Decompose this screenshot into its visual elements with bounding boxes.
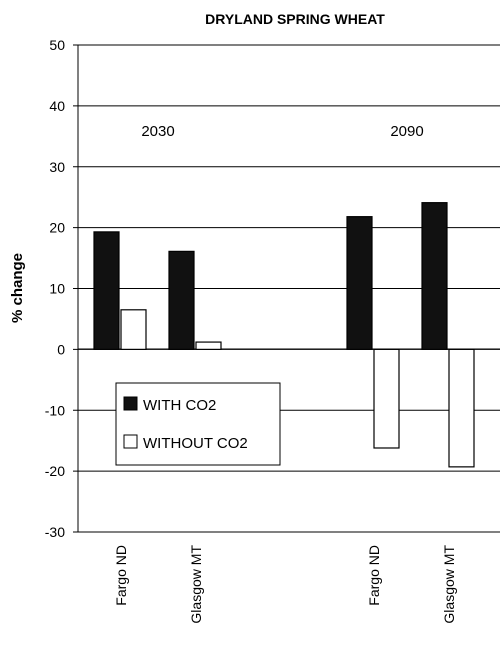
- y-tick-label: 30: [49, 159, 65, 175]
- x-category-label: Glasgow MT: [441, 545, 457, 624]
- y-tick-label: 40: [49, 98, 65, 114]
- bar-without-co2-3: [448, 348, 475, 468]
- period-label-2090: 2090: [390, 123, 423, 140]
- bar-with-co2-3: [421, 202, 448, 350]
- legend-swatch-without-co2: [123, 434, 138, 449]
- bar-with-co2-1: [168, 250, 195, 350]
- legend-label-with-co2: WITH CO2: [143, 397, 216, 414]
- chart-title: DRYLAND SPRING WHEAT: [205, 11, 385, 27]
- x-category-label: Fargo ND: [113, 545, 129, 606]
- x-category-label: Fargo ND: [366, 545, 382, 606]
- y-tick-label: -10: [45, 402, 65, 418]
- y-tick-label: -30: [45, 524, 65, 540]
- y-tick-label: 20: [49, 220, 65, 236]
- y-axis-label: % change: [9, 253, 26, 323]
- y-tick-label: 10: [49, 281, 65, 297]
- bar-with-co2-0: [93, 231, 120, 350]
- y-tick-label: 0: [57, 341, 65, 357]
- bars: [93, 202, 475, 468]
- bar-without-co2-2: [373, 348, 400, 449]
- x-axis-labels: Fargo ND Glasgow MT Fargo ND Glasgow MT: [113, 545, 457, 624]
- y-tick-label: -20: [45, 463, 65, 479]
- bar-without-co2-1: [195, 341, 222, 350]
- x-category-label: Glasgow MT: [188, 545, 204, 624]
- period-label-2030: 2030: [141, 123, 174, 140]
- y-tick-label: 50: [49, 37, 65, 53]
- legend-swatch-with-co2: [123, 396, 138, 411]
- bar-with-co2-2: [346, 216, 373, 350]
- legend: WITH CO2 WITHOUT CO2: [115, 382, 281, 466]
- legend-box: [115, 382, 281, 466]
- bar-without-co2-0: [120, 309, 147, 350]
- y-axis-ticks: 50 40 30 20 10 0 -10 -20 -30: [45, 37, 78, 540]
- legend-label-without-co2: WITHOUT CO2: [143, 435, 248, 452]
